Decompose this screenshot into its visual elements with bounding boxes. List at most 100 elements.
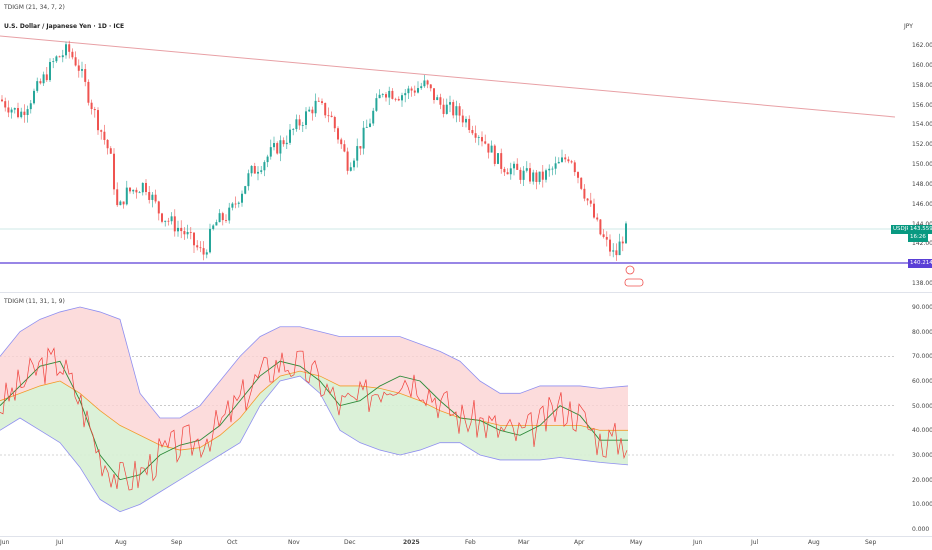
candle-body bbox=[567, 159, 570, 162]
candle-body bbox=[509, 168, 512, 175]
candle-body bbox=[250, 165, 253, 174]
candle-body bbox=[426, 80, 429, 85]
time-tick: Mar bbox=[518, 539, 530, 546]
earnings-marker[interactable] bbox=[624, 278, 644, 287]
candle-body bbox=[538, 171, 541, 182]
candle-body bbox=[353, 160, 355, 168]
candle-body bbox=[346, 151, 349, 171]
candle-body bbox=[340, 139, 343, 145]
candle-body bbox=[429, 84, 432, 89]
time-tick: Apr bbox=[574, 539, 585, 546]
price-tick: 144.000 bbox=[912, 220, 932, 228]
indicator-tick: 50.000 bbox=[912, 402, 932, 410]
candle-body bbox=[513, 163, 515, 169]
time-axis[interactable]: Jun Jul Aug Sep Oct Nov Dec 2025 Feb Mar Apr May Jun… bbox=[0, 539, 932, 550]
candle-body bbox=[269, 147, 272, 157]
price-tick: 156.000 bbox=[912, 101, 932, 109]
indicator-group bbox=[0, 306, 895, 513]
candle-body bbox=[295, 119, 298, 130]
time-tick: Sep bbox=[865, 539, 877, 546]
candle-body bbox=[484, 141, 487, 144]
candle-body bbox=[196, 245, 199, 248]
candle-body bbox=[298, 119, 301, 126]
price-tick: 160.000 bbox=[912, 61, 932, 69]
candle-body bbox=[282, 140, 285, 145]
candle-body bbox=[161, 213, 163, 222]
candle-body bbox=[52, 61, 55, 63]
candle-body bbox=[74, 57, 77, 66]
candle-body bbox=[455, 106, 458, 116]
candle-body bbox=[506, 172, 509, 175]
candle-body bbox=[621, 241, 624, 244]
candle-body bbox=[157, 201, 160, 214]
candle-body bbox=[522, 170, 525, 180]
candle-body bbox=[503, 168, 506, 173]
indicator-tick: 90.000 bbox=[912, 304, 932, 311]
candle-body bbox=[378, 94, 381, 99]
indicator-axis[interactable]: 90.000 80.000 70.000 60.000 50.000 40.000 30.0… bbox=[906, 292, 932, 536]
candle-body bbox=[244, 186, 247, 194]
candle-body bbox=[71, 51, 74, 58]
indicator-tick: 30.000 bbox=[912, 452, 932, 459]
candle-body bbox=[173, 216, 176, 232]
candle-body bbox=[609, 239, 611, 252]
candle-body bbox=[583, 188, 586, 199]
candle-body bbox=[605, 236, 608, 240]
candle-body bbox=[401, 95, 403, 101]
signal-line bbox=[0, 360, 628, 481]
candle-body bbox=[461, 115, 464, 123]
candle-body bbox=[324, 102, 327, 116]
candle-body bbox=[58, 56, 61, 58]
price-tick: 158.000 bbox=[912, 81, 932, 89]
candle-body bbox=[490, 145, 493, 153]
candle-body bbox=[365, 126, 368, 128]
candle-body bbox=[122, 201, 125, 205]
candle-body bbox=[554, 163, 557, 169]
candle-body bbox=[7, 107, 10, 113]
trendline[interactable] bbox=[0, 35, 896, 118]
candle-body bbox=[519, 169, 522, 180]
candle-body bbox=[317, 100, 320, 102]
candle-body bbox=[481, 137, 483, 142]
candle-body bbox=[375, 98, 378, 111]
candle-body bbox=[593, 203, 595, 218]
candle-body bbox=[589, 200, 592, 204]
candle-body bbox=[100, 130, 103, 132]
candle-body bbox=[180, 227, 183, 232]
candle-body bbox=[423, 80, 426, 87]
candle-body bbox=[65, 44, 67, 56]
candle-body bbox=[407, 88, 410, 94]
candle-body bbox=[372, 110, 375, 124]
candle-body bbox=[170, 216, 173, 222]
candle-body bbox=[257, 171, 259, 174]
symbol-tag: USDJPY bbox=[891, 225, 915, 234]
candle-body bbox=[439, 97, 442, 105]
candle-body bbox=[465, 118, 467, 123]
candle-body bbox=[417, 88, 419, 93]
candle-body bbox=[497, 153, 499, 164]
candle-body bbox=[586, 198, 589, 201]
candle-body bbox=[151, 194, 154, 200]
indicator-tick: 60.000 bbox=[912, 378, 932, 385]
candle-body bbox=[10, 109, 13, 113]
price-axis[interactable]: 162.000 160.000 158.000 156.000 154.000 152.0… bbox=[906, 0, 932, 292]
upper-band-line bbox=[0, 306, 629, 419]
candle-body bbox=[90, 102, 93, 110]
candle-body bbox=[177, 227, 179, 232]
candle-body bbox=[231, 203, 234, 208]
candle-body bbox=[148, 192, 151, 200]
candle-body bbox=[612, 250, 615, 252]
indicator-label: TDIGM (11, 31, 1, 9) bbox=[4, 298, 65, 305]
lower-band-fill bbox=[0, 371, 628, 512]
top-indicator-label: TDIGM (21, 34, 7, 2) bbox=[4, 4, 65, 11]
indicator-tick: 70.000 bbox=[912, 353, 932, 361]
candle-body bbox=[39, 81, 42, 84]
candle-body bbox=[625, 223, 627, 244]
candle-body bbox=[474, 133, 477, 138]
candle-body bbox=[273, 143, 275, 148]
event-marker[interactable] bbox=[625, 265, 635, 275]
candle-body bbox=[68, 44, 71, 52]
candle-body bbox=[93, 109, 96, 111]
